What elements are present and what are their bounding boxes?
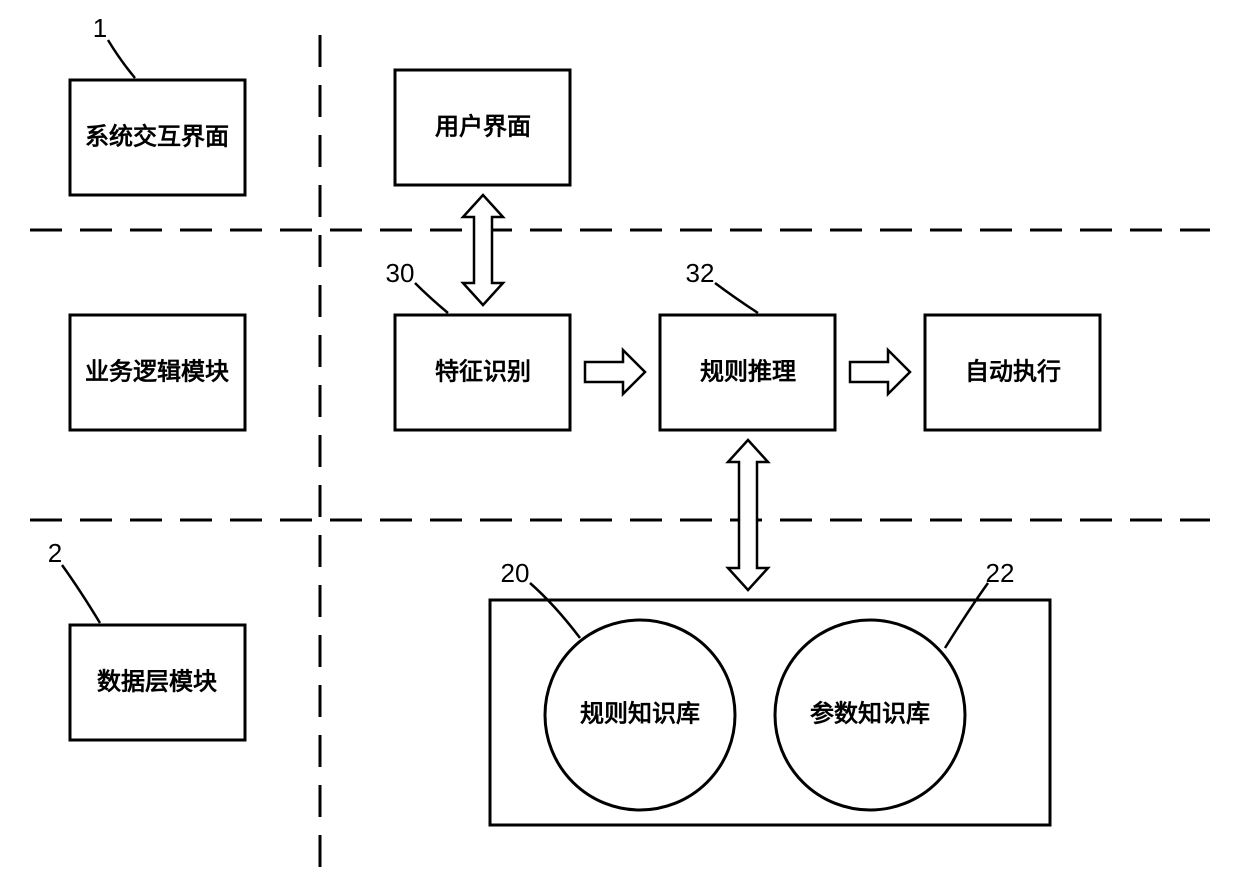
node-auto-exec: 自动执行: [925, 315, 1100, 430]
arrow-rule-kb: [728, 440, 768, 590]
node-feature-recog: 特征识别: [395, 315, 570, 430]
ref-2: 2: [48, 538, 100, 623]
node-rule-kb: 规则知识库: [545, 620, 735, 810]
node-user-interface: 用户界面: [395, 70, 570, 185]
label-data-layer: 数据层模块: [97, 668, 217, 695]
ref-32: 32: [686, 258, 758, 313]
ref-label-2: 2: [48, 538, 62, 568]
ref-label-32: 32: [686, 258, 715, 288]
ref-30: 30: [386, 258, 448, 313]
ref-label-20: 20: [501, 558, 530, 588]
label-user-interface: 用户界面: [435, 112, 531, 140]
node-biz-logic: 业务逻辑模块: [70, 315, 245, 430]
arrow-rule-exec: [850, 350, 910, 394]
arrow-feature-rule: [585, 350, 645, 394]
label-sys-interface: 系统交互界面: [85, 122, 229, 150]
ref-label-1: 1: [93, 13, 107, 43]
ref-label-30: 30: [386, 258, 415, 288]
ref-label-22: 22: [986, 558, 1015, 588]
label-rule-kb: 规则知识库: [580, 700, 700, 727]
label-auto-exec: 自动执行: [965, 357, 1061, 385]
node-sys-interface: 系统交互界面: [70, 80, 245, 195]
node-rule-infer: 规则推理: [660, 315, 835, 430]
label-param-kb: 参数知识库: [810, 699, 930, 727]
label-feature-recog: 特征识别: [435, 357, 531, 385]
ref-1: 1: [93, 13, 135, 78]
label-rule-infer: 规则推理: [700, 358, 796, 385]
architecture-diagram: 系统交互界面 用户界面 业务逻辑模块 特征识别 规则推理 自动执行 数据层模块 …: [0, 0, 1240, 882]
label-biz-logic: 业务逻辑模块: [85, 357, 229, 385]
arrow-ui-feature: [463, 195, 503, 305]
node-param-kb: 参数知识库: [775, 620, 965, 810]
node-data-layer: 数据层模块: [70, 625, 245, 740]
